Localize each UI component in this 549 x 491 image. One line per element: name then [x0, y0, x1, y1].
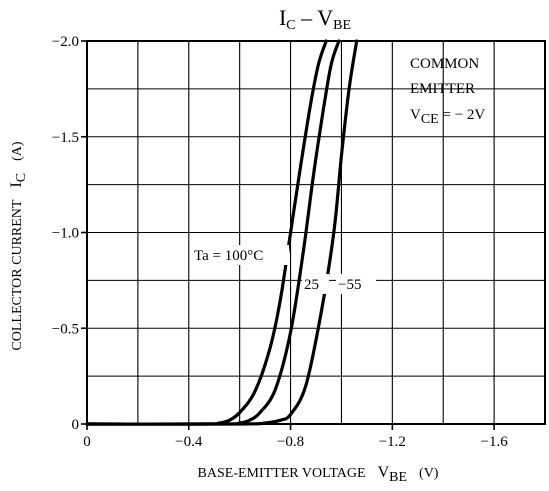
y-tick-label: 0: [72, 417, 80, 433]
plot-frame: [86, 40, 546, 425]
label-bg-m55: [336, 274, 376, 294]
y-tick-label: −2.0: [52, 34, 79, 50]
y-tick-label: −0.5: [52, 321, 79, 337]
x-tick-label: −0.8: [277, 434, 304, 450]
x-axis-label: BASE-EMITTER VOLTAGE VBE (V): [198, 464, 439, 485]
plot-grid: [87, 41, 545, 424]
axis-ticks: 0 −0.4 −0.8 −1.2 −1.6 0 −0.5 −1.0 −1.5 −2.0: [52, 34, 508, 450]
label-bg-25: [302, 274, 329, 294]
x-tick-label: −0.4: [175, 434, 203, 450]
y-tick-label: −1.5: [52, 130, 79, 146]
label-bg-100: [193, 245, 289, 265]
y-axis-label: COLLECTOR CURRENTIC(A): [8, 141, 29, 350]
series-label-minus55: −55: [338, 277, 361, 293]
x-tick-label: −1.2: [379, 434, 406, 450]
condition-line-2: EMITTER: [410, 81, 475, 97]
y-tick-label: −1.0: [52, 226, 79, 242]
series-label-100c: Ta = 100°C: [194, 248, 263, 264]
series-label-25: 25: [304, 277, 319, 293]
chart-title: IC – VBE: [279, 5, 351, 33]
condition-line-1: COMMON: [410, 56, 479, 72]
x-tick-label: 0: [83, 434, 91, 450]
condition-vce: VCE = − 2V: [410, 107, 485, 127]
x-tick-label: −1.6: [481, 434, 509, 450]
